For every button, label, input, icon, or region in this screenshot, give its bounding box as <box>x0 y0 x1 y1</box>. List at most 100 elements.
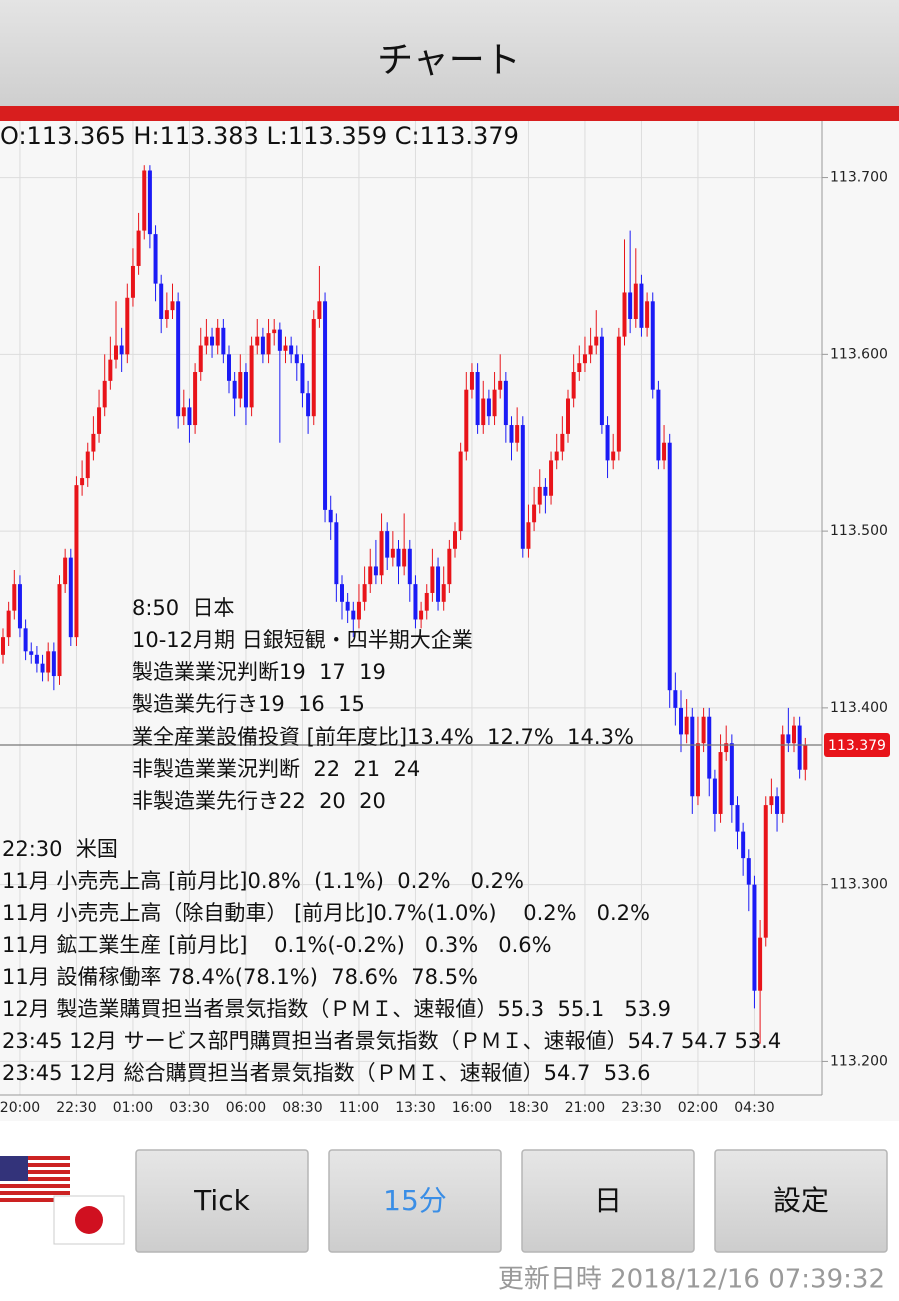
candle-body <box>684 716 689 735</box>
x-tick-label: 02:00 <box>678 1100 718 1116</box>
candle-body <box>294 354 299 364</box>
candle-body <box>656 389 661 461</box>
y-tick-label: 113.200 <box>830 1053 888 1069</box>
candle-body <box>396 548 401 567</box>
candle-body <box>475 372 480 426</box>
candle-body <box>498 380 503 390</box>
candle-body <box>289 345 294 355</box>
interval-button-label[interactable]: 15分 <box>383 1184 447 1217</box>
interval-button[interactable] <box>135 1149 309 1253</box>
candle-body <box>283 345 288 351</box>
interval-button[interactable] <box>328 1149 502 1253</box>
candle-body <box>633 283 638 319</box>
candle-body <box>560 433 565 452</box>
interval-button-label[interactable]: Tick <box>193 1184 250 1217</box>
candle-body <box>17 584 22 629</box>
candle-body <box>424 592 429 611</box>
event-note: 11月 設備稼働率 78.4%(78.1%) 78.6% 78.5% <box>2 965 478 989</box>
candle-body <box>650 301 655 390</box>
event-note: 10-12月期 日銀短観・四半期大企業 <box>132 628 473 652</box>
candle-body <box>260 336 265 355</box>
candle-body <box>130 265 135 298</box>
y-tick-label: 113.300 <box>830 877 888 893</box>
candle-body <box>775 796 780 814</box>
candle-body <box>622 292 627 337</box>
candle-body <box>780 734 785 814</box>
candle-body <box>616 336 621 452</box>
candle-body <box>108 359 113 381</box>
interval-button[interactable] <box>714 1149 888 1253</box>
candle-body <box>458 451 463 532</box>
candle-body <box>758 937 763 991</box>
x-tick-label: 23:30 <box>621 1100 661 1116</box>
candle-body <box>746 858 751 885</box>
candle-body <box>147 170 152 235</box>
candle-body <box>436 566 441 602</box>
x-tick-label: 16:00 <box>452 1100 492 1116</box>
candle-body <box>249 345 254 408</box>
event-note: 製造業業況判断19 17 19 <box>132 660 386 684</box>
candle-body <box>673 690 678 708</box>
x-tick-label: 06:00 <box>226 1100 266 1116</box>
jp-flag[interactable] <box>53 1195 125 1245</box>
candle-body <box>227 354 231 381</box>
event-note: 23:45 12月 総合購買担当者景気指数（ＰＭＩ、速報値）54.7 53.6 <box>2 1061 650 1085</box>
interval-button-label[interactable]: 日 <box>594 1184 622 1217</box>
candle-body <box>198 345 203 373</box>
y-tick-label: 113.600 <box>830 346 888 362</box>
candle-body <box>588 345 593 355</box>
candle-body <box>464 389 469 452</box>
candle-body <box>1 637 5 655</box>
candle-body <box>6 610 11 638</box>
interval-button[interactable] <box>521 1149 695 1253</box>
candle-body <box>532 504 537 523</box>
candle-body <box>718 752 723 814</box>
candle-body <box>379 531 384 576</box>
x-tick-label: 20:00 <box>0 1100 40 1116</box>
candle-body <box>543 486 548 496</box>
candle-body <box>792 725 796 744</box>
candle-body <box>577 363 582 373</box>
candle-body <box>345 601 350 611</box>
candle-body <box>679 707 683 735</box>
candle-body <box>611 451 616 461</box>
candle-body <box>605 425 610 461</box>
candle-body <box>526 522 531 549</box>
candle-body <box>515 425 520 443</box>
header <box>0 0 899 106</box>
event-note: 製造業先行き19 16 15 <box>132 692 365 716</box>
candle-body <box>272 329 277 334</box>
candle-body <box>453 531 457 549</box>
interval-button-label[interactable]: 設定 <box>773 1184 829 1217</box>
candle-body <box>323 301 328 510</box>
y-tick-label: 113.700 <box>830 170 888 186</box>
candle-body <box>243 372 248 408</box>
candle-body <box>763 805 768 938</box>
header-title: チャート <box>377 40 521 81</box>
candle-body <box>385 531 390 558</box>
event-note: 11月 鉱工業生産 [前月比] 0.1%(-0.2%) 0.3% 0.6% <box>2 933 552 957</box>
candle-body <box>255 336 260 346</box>
candle-body <box>57 584 62 677</box>
candle-body <box>741 831 746 859</box>
candle-body <box>413 584 418 620</box>
candle-body <box>724 743 729 753</box>
candle-body <box>277 329 282 351</box>
event-note: 23:45 12月 サービス部門購買担当者景気指数（ＰＭＩ、速報値）54.7 5… <box>2 1029 781 1053</box>
candle-body <box>712 778 717 814</box>
event-note: 22:30 米国 <box>2 837 118 861</box>
x-tick-label: 01:00 <box>113 1100 153 1116</box>
candle-body <box>419 610 424 620</box>
candle-body <box>509 425 514 443</box>
candle-body <box>430 566 435 593</box>
candle-body <box>34 654 39 664</box>
candle-body <box>12 584 17 611</box>
candle-body <box>441 584 446 602</box>
candle-body <box>300 363 305 394</box>
candle-body <box>447 548 452 585</box>
event-note: 12月 製造業購買担当者景気指数（ＰＭＩ、速報値）55.3 55.1 53.9 <box>2 997 671 1021</box>
candle-body <box>204 336 209 346</box>
x-tick-label: 21:00 <box>565 1100 605 1116</box>
candle-body <box>23 628 28 652</box>
candle-body <box>215 327 220 346</box>
